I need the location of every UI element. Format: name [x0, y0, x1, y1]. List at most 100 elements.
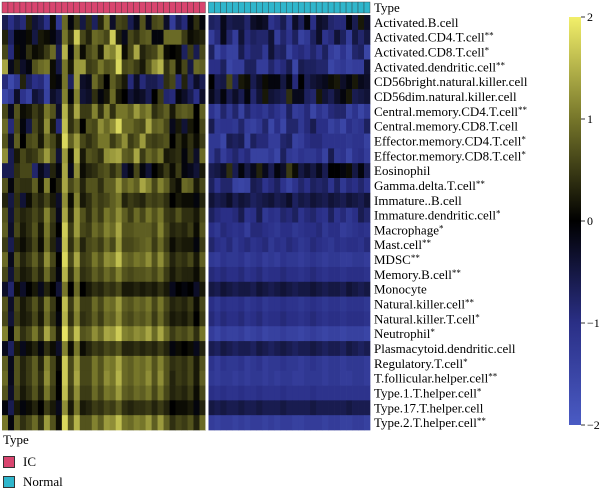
- heatmap-cell: [358, 15, 365, 31]
- heatmap-cell: [151, 281, 158, 297]
- heatmap-cell: [2, 415, 9, 431]
- heatmap-cell: [133, 237, 140, 253]
- heatmap-cell: [262, 311, 269, 327]
- heatmap-cell: [286, 29, 293, 45]
- heatmap-cell: [157, 311, 164, 327]
- heatmap-cell: [73, 178, 81, 194]
- heatmap-cell: [73, 192, 81, 209]
- heatmap-cell: [256, 178, 263, 194]
- heatmap-cell: [268, 59, 275, 75]
- heatmap-cell: [127, 74, 134, 90]
- heatmap-cell: [49, 15, 57, 31]
- heatmap-cell: [67, 44, 75, 60]
- heatmap-cell: [7, 266, 15, 283]
- annotation-cell-normal: [351, 1, 359, 14]
- heatmap-cell: [145, 222, 152, 238]
- heatmap-cell: [286, 281, 293, 297]
- heatmap-cell: [310, 370, 317, 386]
- heatmap-cell: [127, 326, 134, 342]
- heatmap-cell: [169, 133, 176, 149]
- heatmap-cell: [238, 311, 245, 327]
- heatmap-cell: [175, 415, 182, 431]
- heatmap-cell: [316, 400, 323, 416]
- heatmap-cell: [121, 311, 128, 327]
- heatmap-cell: [25, 207, 33, 223]
- heatmap-cell: [37, 192, 45, 209]
- heatmap-cell: [286, 370, 293, 386]
- heatmap-cell: [292, 237, 299, 253]
- heatmap-cell: [187, 133, 194, 149]
- heatmap-cell: [115, 326, 123, 342]
- heatmap-cell: [250, 178, 257, 194]
- heatmap-cell: [127, 311, 134, 327]
- heatmap-cell: [13, 118, 21, 134]
- heatmap-cell: [187, 103, 194, 120]
- heatmap-cell: [151, 192, 158, 209]
- heatmap-cell: [262, 44, 269, 60]
- heatmap-cell: [256, 252, 263, 268]
- heatmap-cell: [157, 192, 164, 209]
- heatmap-cell: [214, 148, 221, 164]
- heatmap-cell: [25, 15, 33, 31]
- heatmap-cell: [346, 178, 353, 194]
- heatmap-cell: [352, 74, 359, 90]
- heatmap-cell: [322, 118, 329, 134]
- heatmap-cell: [43, 252, 51, 268]
- heatmap-cell: [292, 74, 299, 90]
- heatmap-cell: [145, 237, 152, 253]
- heatmap-cell: [340, 281, 347, 297]
- heatmap-cell: [73, 355, 81, 372]
- heatmap-cell: [268, 311, 275, 327]
- heatmap-cell: [244, 15, 251, 31]
- heatmap-cell: [85, 207, 93, 223]
- heatmap-cell: [322, 74, 329, 90]
- heatmap-cell: [115, 415, 123, 431]
- heatmap-cell: [91, 29, 99, 45]
- heatmap-cell: [286, 311, 293, 327]
- heatmap-cell: [55, 222, 63, 238]
- heatmap-cell: [187, 207, 194, 223]
- heatmap-cell: [145, 296, 152, 312]
- heatmap-cell: [214, 355, 221, 372]
- heatmap-cell: [238, 296, 245, 312]
- heatmap-cell: [2, 266, 9, 283]
- heatmap-cell: [157, 178, 164, 194]
- heatmap-cell: [49, 118, 57, 134]
- heatmap-cell: [322, 385, 329, 401]
- heatmap-cell: [67, 355, 75, 372]
- heatmap-cell: [13, 133, 21, 149]
- heatmap-cell: [358, 74, 365, 90]
- heatmap-cell: [364, 178, 371, 194]
- heatmap-cell: [364, 222, 371, 238]
- heatmap-cell: [298, 89, 305, 105]
- heatmap-cell: [31, 59, 39, 75]
- heatmap-cell: [79, 252, 87, 268]
- heatmap-cell: [352, 296, 359, 312]
- heatmap-cell: [250, 44, 257, 60]
- heatmap-cell: [199, 311, 206, 327]
- heatmap-cell: [238, 370, 245, 386]
- heatmap-cell: [232, 415, 239, 431]
- heatmap-cell: [334, 207, 341, 223]
- heatmap-cell: [238, 192, 245, 209]
- legend-swatch-ic: [3, 456, 15, 468]
- heatmap-cell: [310, 400, 317, 416]
- annotation-cell-ic: [79, 1, 86, 14]
- heatmap-cell: [352, 207, 359, 223]
- heatmap-cell: [340, 15, 347, 31]
- heatmap-cell: [79, 29, 87, 45]
- heatmap-cell: [25, 178, 33, 194]
- heatmap-cell: [133, 148, 140, 164]
- heatmap-cell: [280, 252, 287, 268]
- heatmap-cell: [13, 370, 21, 386]
- heatmap-cell: [2, 400, 9, 416]
- heatmap-cell: [220, 15, 227, 31]
- heatmap-cell: [310, 29, 317, 45]
- heatmap-cell: [328, 15, 335, 31]
- heatmap-cell: [274, 341, 281, 357]
- heatmap-cell: [163, 311, 170, 327]
- heatmap-cell: [262, 326, 269, 342]
- heatmap-cell: [181, 103, 188, 120]
- heatmap-cell: [238, 89, 245, 105]
- heatmap-cell: [91, 222, 99, 238]
